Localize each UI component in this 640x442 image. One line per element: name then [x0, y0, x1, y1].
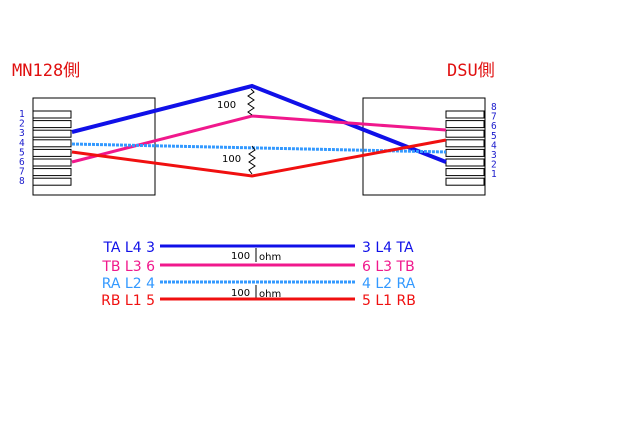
right-pin-slot	[445, 148, 485, 157]
bottom-resistor-label: 100	[222, 154, 241, 165]
left-pin-number: 7	[19, 167, 25, 178]
bottom-resistor-symbol	[248, 145, 256, 175]
right-pin-slot	[445, 177, 485, 186]
legend-row: TB L3 6 6 L3 TB	[101, 259, 414, 275]
legend-resistor-value: 100	[231, 251, 250, 262]
red-wire	[71, 138, 447, 178]
blue-wire	[71, 83, 447, 164]
left-pin-slot	[32, 129, 72, 138]
left-pin-number: 8	[19, 176, 25, 187]
legend-left-label: RA L2 4	[102, 276, 155, 292]
left-pin-slot	[32, 158, 72, 167]
top-resistor-label: 100	[217, 100, 236, 111]
right-pin-number: 8	[491, 102, 497, 113]
right-pin-slot	[445, 110, 485, 119]
left-pin-number: 1	[19, 109, 25, 120]
right-pin-number: 2	[491, 160, 497, 171]
legend-left-label: TA L4 3	[102, 240, 155, 256]
legend-row: RB L1 5 5 L1 RB	[101, 293, 416, 309]
left-pin-number: 6	[19, 157, 25, 168]
left-pin-number: 3	[19, 128, 25, 139]
legend-row: RA L2 4 4 L2 RA 100 ohm	[102, 276, 416, 300]
left-pin-number: 2	[19, 119, 25, 130]
right-connector	[362, 97, 486, 196]
right-pin-number: 3	[491, 150, 497, 161]
left-side-title: MN128側	[12, 61, 80, 81]
legend-row: TA L4 3 3 L4 TA 100 ohm	[102, 240, 414, 263]
legend-right-label: 4 L2 RA	[362, 276, 416, 292]
legend-right-label: 6 L3 TB	[362, 259, 415, 275]
legend-resistor-value: 100	[231, 288, 250, 299]
right-pin-slot	[445, 120, 485, 129]
legend-right-label: 3 L4 TA	[362, 240, 414, 256]
right-side-title: DSU側	[447, 61, 495, 81]
left-pin-slot	[32, 148, 72, 157]
left-connector	[32, 97, 156, 196]
right-pin-number: 6	[491, 121, 497, 132]
left-pin-slot	[32, 168, 72, 177]
right-pin-slot	[445, 158, 485, 167]
right-pin-number: 5	[491, 131, 497, 142]
left-pin-slot	[32, 177, 72, 186]
right-pin-slot	[445, 139, 485, 148]
right-pin-number: 7	[491, 112, 497, 123]
legend-right-label: 5 L1 RB	[362, 293, 416, 309]
left-pin-slot	[32, 110, 72, 119]
top-resistor-symbol	[247, 88, 255, 116]
left-pin-number: 4	[19, 138, 25, 149]
lightblue-wire	[71, 142, 447, 154]
right-pin-slot	[445, 168, 485, 177]
right-pin-number: 1	[491, 169, 497, 180]
left-pin-slot	[32, 139, 72, 148]
right-pin-slot	[445, 129, 485, 138]
legend-left-label: RB L1 5	[101, 293, 155, 309]
left-pin-number: 5	[19, 147, 25, 158]
legend-left-label: TB L3 6	[101, 259, 155, 275]
legend-resistor-unit: ohm	[259, 252, 281, 263]
right-pin-number: 4	[491, 140, 497, 151]
left-pin-slot	[32, 120, 72, 129]
legend-resistor-unit: ohm	[259, 289, 281, 300]
